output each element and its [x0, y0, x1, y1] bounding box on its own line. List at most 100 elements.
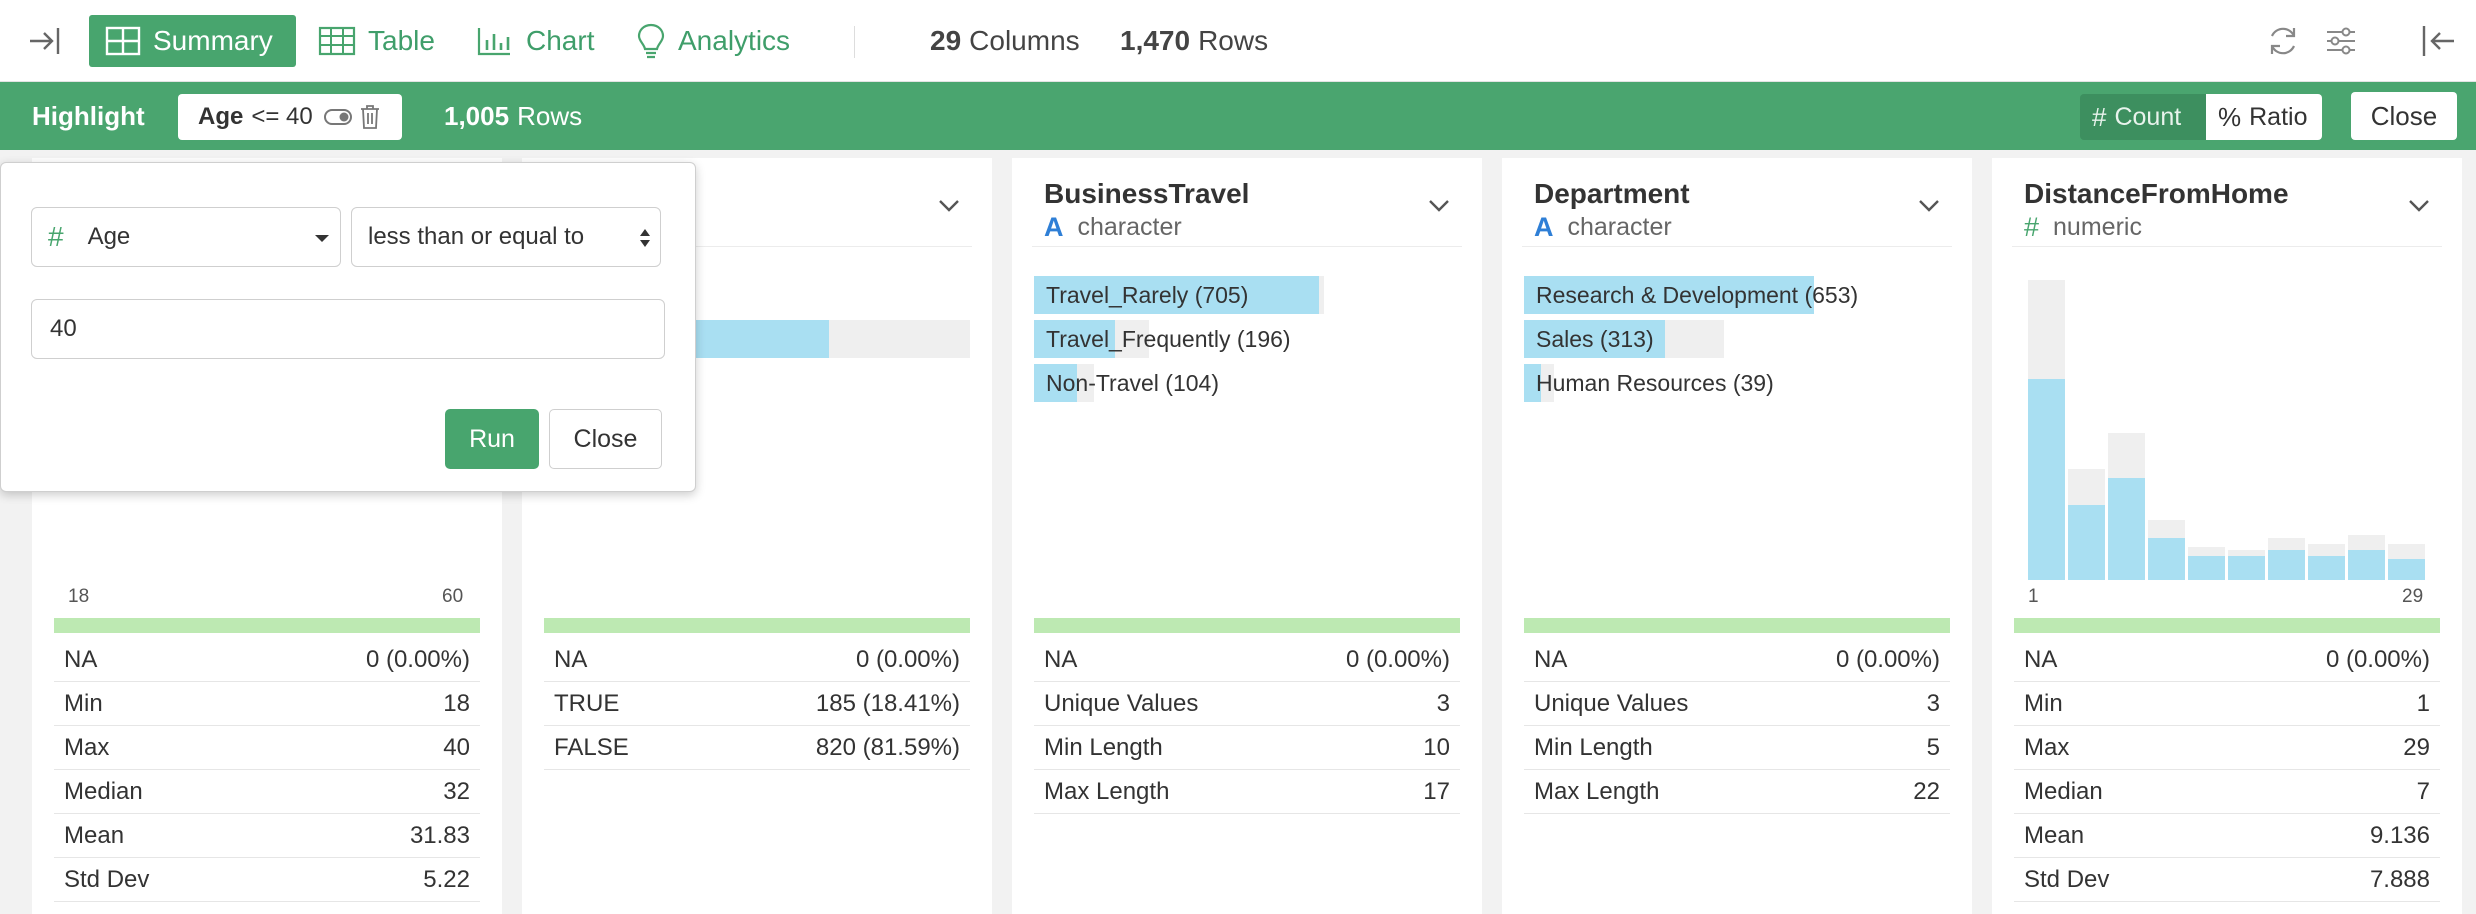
- stat-label: Min: [2024, 689, 2063, 717]
- age-stat-row: NA 0 (0.00%): [54, 638, 480, 682]
- stat-value: 22: [1913, 777, 1940, 805]
- age-stat-row: Max 40: [54, 726, 480, 770]
- stat-value: 0 (0.00%): [365, 645, 470, 673]
- distance-bin-highlight-4: [2188, 556, 2225, 580]
- tab-chart-label: Chart: [526, 25, 595, 56]
- card-header-divider: [2012, 246, 2442, 247]
- stat-label: Median: [64, 777, 143, 805]
- department-category-row[interactable]: Sales (313): [1524, 320, 1950, 358]
- top-toolbar: Summary Table Chart Analytics 29 Columns …: [0, 0, 2476, 82]
- stat-value: 7.888: [2369, 865, 2430, 893]
- department-category-label: Sales (313): [1536, 326, 1654, 352]
- distance-histogram: [2028, 280, 2425, 580]
- numeric-type-icon: #: [2024, 212, 2040, 242]
- age-stat-row: Mean 31.83: [54, 814, 480, 858]
- highlight-title: Highlight: [32, 100, 145, 131]
- distance-stat-row: NA 0 (0.00%): [2014, 638, 2440, 682]
- stat-label: NA: [64, 645, 98, 673]
- numeric-type-icon: #: [48, 221, 64, 252]
- lightbulb-icon: [637, 23, 665, 59]
- stat-label: TRUE: [554, 689, 620, 717]
- department-category-label: Research & Development (653): [1536, 282, 1859, 308]
- stat-value: 0 (0.00%): [855, 645, 960, 673]
- tab-summary[interactable]: Summary: [89, 15, 296, 67]
- stat-label: NA: [554, 645, 588, 673]
- department-category-row[interactable]: Research & Development (653): [1524, 276, 1950, 314]
- chevron-down-icon[interactable]: [936, 192, 962, 218]
- tab-table[interactable]: Table: [318, 0, 435, 82]
- businesstravel-stat-row: NA 0 (0.00%): [1034, 638, 1460, 682]
- stat-label: NA: [1534, 645, 1568, 673]
- stat-label: Std Dev: [2024, 865, 2110, 893]
- distance-axis-max: 29: [2402, 586, 2424, 607]
- chevron-down-icon[interactable]: [1426, 192, 1452, 218]
- stat-label: Min: [64, 689, 103, 717]
- ratio-toggle-button[interactable]: % Ratio: [2206, 94, 2322, 140]
- department-category-highlight-bar: [1524, 364, 1542, 402]
- refresh-icon[interactable]: [2264, 22, 2302, 60]
- department-category-highlight-bar: [1524, 276, 1814, 314]
- value-input[interactable]: 40: [31, 299, 665, 359]
- stat-value: 17: [1423, 777, 1450, 805]
- stat-value: 10: [1423, 733, 1450, 761]
- businesstravel-category-row[interactable]: Non-Travel (104): [1034, 364, 1460, 402]
- chevron-down-icon[interactable]: [1916, 192, 1942, 218]
- tab-analytics[interactable]: Analytics: [636, 0, 790, 82]
- card-title: BusinessTravel: [1044, 178, 1250, 209]
- summary-grid-icon: [105, 26, 141, 56]
- stat-value: 31.83: [409, 821, 470, 849]
- stat-label: Max: [2024, 733, 2070, 761]
- highlight-filter-popup: # Age less than or equal to 40 Run Close: [0, 162, 696, 492]
- department-stat-row: Min Length 5: [1524, 726, 1950, 770]
- businesstravel-category-highlight-bar: [1034, 320, 1115, 358]
- tab-table-label: Table: [368, 25, 435, 56]
- tab-chart[interactable]: Chart: [476, 0, 594, 82]
- run-button[interactable]: Run: [445, 409, 539, 469]
- stat-label: Unique Values: [1534, 689, 1689, 717]
- stat-label: Mean: [2024, 821, 2085, 849]
- settings-sliders-icon[interactable]: [2322, 22, 2360, 60]
- department-category-row[interactable]: Human Resources (39): [1524, 364, 1950, 402]
- chip-condition: <= 40: [251, 103, 313, 130]
- columns-count: 29 Columns: [930, 25, 1080, 56]
- operator-select[interactable]: less than or equal to: [351, 207, 661, 267]
- trash-icon[interactable]: [359, 104, 381, 130]
- distance-axis-min: 1: [2028, 586, 2039, 607]
- card-header-divider: [542, 246, 972, 247]
- highlight-close-button[interactable]: Close: [2351, 92, 2457, 140]
- businesstravel-category-label: Travel_Rarely (705): [1046, 282, 1249, 308]
- column-select[interactable]: # Age: [31, 207, 341, 267]
- count-toggle-button[interactable]: # Count: [2080, 94, 2206, 140]
- businesstravel-category-highlight-bar: [1034, 276, 1320, 314]
- stat-value: 0 (0.00%): [1345, 645, 1450, 673]
- stat-value: 3: [1436, 689, 1450, 717]
- stat-value: 1: [2416, 689, 2430, 717]
- businesstravel-category-row[interactable]: Travel_Frequently (196): [1034, 320, 1460, 358]
- highlight-condition-chip[interactable]: Age <= 40: [178, 94, 402, 140]
- distance-stat-row: Max 29: [2014, 726, 2440, 770]
- age-valid-bar: [54, 618, 480, 633]
- distance-stat-row: Std Dev 7.888: [2014, 858, 2440, 902]
- businesstravel-valid-bar: [1034, 618, 1460, 633]
- stat-label: Max: [64, 733, 110, 761]
- tab-analytics-label: Analytics: [678, 25, 791, 56]
- toggle-icon[interactable]: [323, 106, 353, 128]
- chevron-down-icon[interactable]: [2406, 192, 2432, 218]
- expand-sidebar-icon[interactable]: [26, 0, 66, 82]
- stat-label: Min Length: [1534, 733, 1653, 761]
- ratio-label: Ratio: [2249, 102, 2308, 131]
- stat-value: 5: [1926, 733, 1940, 761]
- department-category-highlight-bar: [1524, 320, 1665, 358]
- distance-stat-row: Median 7: [2014, 770, 2440, 814]
- distance-bin-highlight-1: [2068, 505, 2105, 580]
- businesstravel-stat-row: Unique Values 3: [1034, 682, 1460, 726]
- collapse-panel-icon[interactable]: [2418, 22, 2456, 60]
- businesstravel-category-row[interactable]: Travel_Rarely (705): [1034, 276, 1460, 314]
- stat-label: Median: [2024, 777, 2103, 805]
- popup-close-button[interactable]: Close: [549, 409, 662, 469]
- distance-bin-highlight-0: [2028, 379, 2065, 580]
- card-title: Department: [1534, 178, 1690, 209]
